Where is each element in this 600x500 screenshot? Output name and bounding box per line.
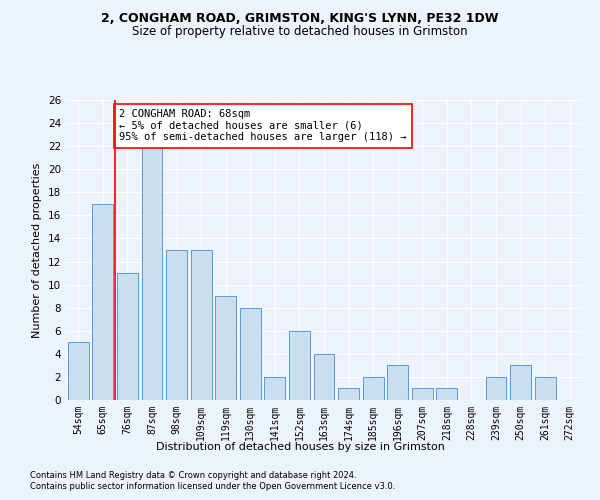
Text: Contains public sector information licensed under the Open Government Licence v3: Contains public sector information licen… xyxy=(30,482,395,491)
Bar xyxy=(117,273,138,400)
Bar xyxy=(535,377,556,400)
Text: 2 CONGHAM ROAD: 68sqm
← 5% of detached houses are smaller (6)
95% of semi-detach: 2 CONGHAM ROAD: 68sqm ← 5% of detached h… xyxy=(119,109,406,142)
Text: Distribution of detached houses by size in Grimston: Distribution of detached houses by size … xyxy=(155,442,445,452)
Text: Contains HM Land Registry data © Crown copyright and database right 2024.: Contains HM Land Registry data © Crown c… xyxy=(30,471,356,480)
Bar xyxy=(362,377,383,400)
Bar xyxy=(314,354,334,400)
Bar xyxy=(289,331,310,400)
Text: Size of property relative to detached houses in Grimston: Size of property relative to detached ho… xyxy=(132,25,468,38)
Bar xyxy=(338,388,359,400)
Bar xyxy=(191,250,212,400)
Bar xyxy=(166,250,187,400)
Text: 2, CONGHAM ROAD, GRIMSTON, KING'S LYNN, PE32 1DW: 2, CONGHAM ROAD, GRIMSTON, KING'S LYNN, … xyxy=(101,12,499,26)
Bar xyxy=(215,296,236,400)
Bar xyxy=(436,388,457,400)
Bar xyxy=(142,146,163,400)
Bar xyxy=(68,342,89,400)
Bar xyxy=(240,308,261,400)
Bar xyxy=(412,388,433,400)
Bar xyxy=(92,204,113,400)
Y-axis label: Number of detached properties: Number of detached properties xyxy=(32,162,43,338)
Bar xyxy=(265,377,286,400)
Bar xyxy=(485,377,506,400)
Bar xyxy=(510,366,531,400)
Bar xyxy=(387,366,408,400)
